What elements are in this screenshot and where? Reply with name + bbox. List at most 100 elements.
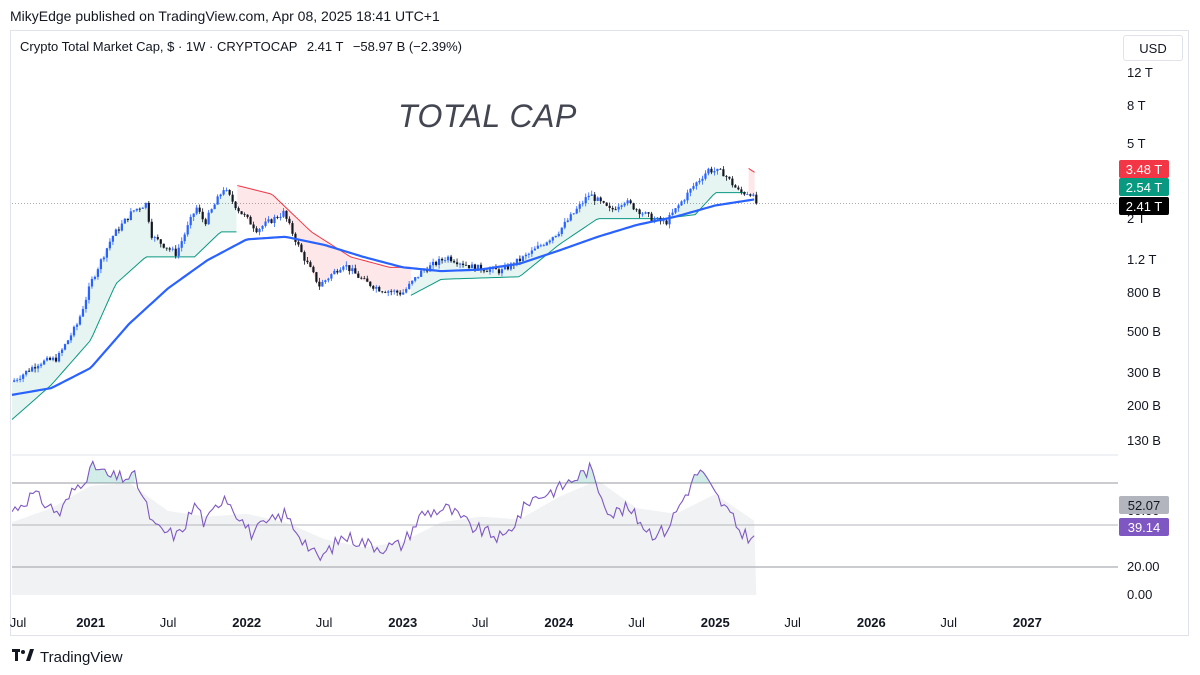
candle-207 bbox=[632, 202, 635, 211]
candle-body bbox=[539, 245, 542, 247]
candle-35 bbox=[117, 226, 120, 234]
candle-215 bbox=[656, 216, 659, 220]
symbol-legend[interactable]: Crypto Total Market Cap, $ · 1W · CRYPTO… bbox=[20, 39, 462, 54]
candle-body bbox=[276, 216, 279, 218]
candle-227 bbox=[692, 182, 695, 191]
candle-173 bbox=[530, 247, 533, 257]
candle-body bbox=[57, 352, 61, 362]
candle-124 bbox=[384, 290, 387, 294]
candle-107 bbox=[333, 268, 336, 275]
candle-body bbox=[524, 254, 527, 257]
candle-body bbox=[387, 291, 390, 293]
candle-body bbox=[644, 212, 647, 214]
candle-182 bbox=[557, 231, 560, 238]
candle-209 bbox=[638, 208, 641, 219]
candle-71 bbox=[225, 187, 228, 192]
candle-224 bbox=[683, 199, 686, 205]
candle-body bbox=[710, 168, 713, 173]
candle-body bbox=[605, 202, 608, 206]
candle-body bbox=[183, 234, 186, 242]
candle-22 bbox=[78, 314, 82, 326]
candle-204 bbox=[623, 202, 626, 208]
candle-body bbox=[114, 229, 117, 236]
candle-118 bbox=[366, 275, 369, 282]
candle-49 bbox=[159, 239, 162, 248]
candle-29 bbox=[99, 258, 103, 274]
osc-overbought-fill bbox=[694, 474, 698, 483]
candle-body bbox=[19, 378, 22, 380]
candle-11 bbox=[45, 356, 49, 362]
candle-body bbox=[195, 207, 198, 214]
candle-133 bbox=[411, 280, 414, 286]
candle-body bbox=[135, 208, 138, 211]
candle-246 bbox=[749, 193, 752, 197]
candle-245 bbox=[746, 191, 749, 196]
candle-body bbox=[521, 256, 524, 261]
candle-body bbox=[476, 264, 480, 271]
candle-body bbox=[674, 208, 677, 213]
candle-223 bbox=[680, 200, 683, 206]
candle-body bbox=[417, 276, 420, 278]
candle-219 bbox=[668, 212, 671, 229]
candle-176 bbox=[539, 243, 542, 248]
candle-body bbox=[132, 210, 135, 212]
footer-branding[interactable]: TradingView bbox=[12, 648, 123, 667]
candle-body bbox=[530, 250, 533, 254]
price-tick-5: 800 B bbox=[1127, 285, 1161, 301]
candle-body bbox=[249, 216, 252, 225]
candle-body bbox=[201, 211, 204, 220]
osc-ma-area bbox=[12, 480, 757, 595]
candle-body bbox=[141, 207, 144, 209]
candle-body bbox=[701, 178, 704, 181]
price-badge-0: 3.48 T bbox=[1119, 160, 1169, 178]
candle-53 bbox=[171, 246, 174, 252]
candle-body bbox=[192, 213, 195, 217]
candle-76 bbox=[240, 211, 243, 215]
candle-163 bbox=[500, 266, 504, 277]
candle-166 bbox=[509, 262, 513, 271]
osc-overbought-fill bbox=[125, 479, 129, 483]
candle-248 bbox=[755, 191, 758, 205]
candle-body bbox=[168, 248, 171, 250]
candle-237 bbox=[722, 166, 725, 177]
candle-body bbox=[336, 270, 339, 273]
candle-body bbox=[680, 201, 683, 206]
candles bbox=[13, 166, 758, 383]
candle-body bbox=[461, 263, 465, 265]
candle-112 bbox=[348, 265, 351, 275]
candle-body bbox=[243, 214, 246, 216]
candle-187 bbox=[572, 213, 575, 215]
time-tick-9: 2025 bbox=[700, 615, 730, 630]
candle-1 bbox=[16, 378, 19, 383]
candle-body bbox=[105, 248, 109, 258]
candle-body bbox=[575, 208, 578, 214]
candle-body bbox=[189, 216, 192, 226]
candle-45 bbox=[147, 201, 150, 224]
candle-226 bbox=[689, 188, 692, 197]
candle-50 bbox=[162, 243, 165, 249]
candle-80 bbox=[252, 221, 255, 232]
candle-body bbox=[390, 291, 393, 293]
candle-body bbox=[692, 186, 695, 189]
candle-16 bbox=[60, 347, 64, 357]
candle-172 bbox=[527, 252, 530, 259]
candle-body bbox=[414, 277, 417, 281]
candle-206 bbox=[629, 198, 632, 205]
candle-4 bbox=[25, 370, 28, 377]
candle-body bbox=[485, 271, 489, 273]
candle-body bbox=[581, 203, 584, 205]
candle-180 bbox=[551, 236, 554, 244]
candle-205 bbox=[626, 198, 629, 206]
candle-58 bbox=[186, 221, 189, 237]
trail-fill-1 bbox=[237, 185, 411, 294]
candle-body bbox=[81, 309, 85, 317]
candle-body bbox=[734, 185, 737, 188]
price-tick-6: 500 B bbox=[1127, 323, 1161, 339]
candle-body bbox=[330, 274, 333, 279]
candle-247 bbox=[752, 192, 755, 197]
candle-69 bbox=[219, 193, 222, 200]
candle-129 bbox=[399, 290, 402, 297]
candle-body bbox=[273, 216, 276, 224]
currency-selector[interactable]: USD bbox=[1123, 35, 1183, 61]
